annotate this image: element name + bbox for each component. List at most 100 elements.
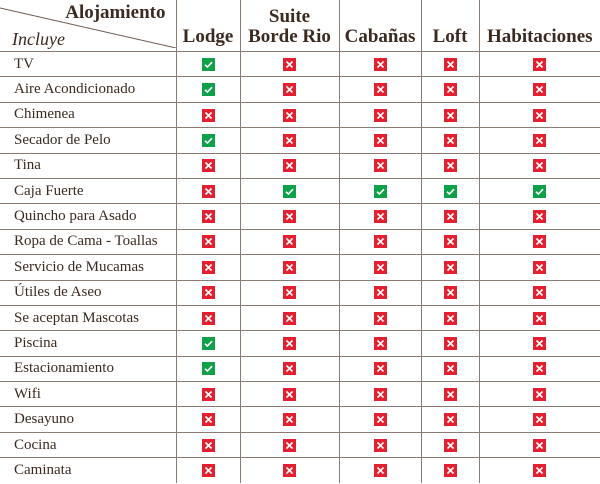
table-row: Caminata: [0, 457, 600, 483]
table-row: Tina: [0, 152, 600, 179]
table-row: Servicio de Mucamas: [0, 254, 600, 281]
availability-cell: [175, 457, 241, 483]
cross-icon: [201, 411, 215, 427]
cross-icon: [201, 183, 215, 199]
cross-icon: [283, 310, 296, 326]
availability-cell: [338, 330, 422, 357]
availability-cell: [478, 355, 600, 383]
availability-cell: [239, 457, 340, 483]
table-row: Útiles de Aseo: [0, 279, 600, 306]
amenity-label: Chimenea: [0, 101, 177, 129]
availability-cell: [478, 76, 600, 103]
cross-icon: [533, 411, 547, 427]
check-icon: [373, 183, 387, 199]
cross-icon: [443, 132, 457, 148]
availability-cell: [175, 279, 241, 306]
table-row: Secador de Pelo: [0, 127, 600, 154]
availability-cell: [420, 355, 480, 383]
amenity-label: Secador de Pelo: [0, 127, 177, 154]
accommodation-label: Alojamiento: [65, 2, 166, 23]
cross-icon: [201, 284, 215, 300]
cross-icon: [443, 284, 457, 300]
check-icon: [443, 183, 457, 199]
amenity-label: Tina: [0, 152, 177, 179]
cross-icon: [373, 208, 387, 224]
availability-cell: [478, 406, 600, 433]
availability-cell: [175, 228, 241, 256]
cross-icon: [283, 56, 296, 72]
cross-icon: [373, 56, 387, 72]
cross-icon: [443, 208, 457, 224]
cross-icon: [283, 81, 296, 97]
table-row: Quincho para Asado: [0, 203, 600, 230]
availability-cell: [338, 254, 422, 281]
availability-cell: [175, 431, 241, 459]
amenity-label: Wifi: [0, 381, 177, 408]
cross-icon: [373, 81, 387, 97]
availability-cell: [420, 203, 480, 230]
table-row: Caja Fuerte: [0, 177, 600, 205]
cross-icon: [373, 360, 387, 376]
availability-cell: [239, 279, 340, 306]
cross-icon: [533, 233, 547, 249]
availability-cell: [478, 101, 600, 129]
check-icon: [283, 183, 296, 199]
cross-icon: [283, 360, 296, 376]
availability-cell: [338, 457, 422, 483]
table-row: Chimenea: [0, 101, 600, 129]
check-icon: [201, 335, 215, 351]
availability-cell: [338, 406, 422, 433]
availability-cell: [338, 203, 422, 230]
table-row: Aire Acondicionado: [0, 76, 600, 103]
cross-icon: [373, 335, 387, 351]
cross-icon: [373, 106, 387, 122]
availability-cell: [478, 228, 600, 256]
availability-cell: [420, 330, 480, 357]
availability-cell: [478, 457, 600, 483]
table-row: Estacionamiento: [0, 355, 600, 383]
availability-cell: [478, 203, 600, 230]
availability-cell: [239, 152, 340, 179]
availability-cell: [338, 431, 422, 459]
corner-header: Alojamiento Incluye: [0, 0, 177, 52]
cross-icon: [533, 386, 547, 402]
availability-cell: [239, 330, 340, 357]
cross-icon: [283, 462, 296, 478]
cross-icon: [533, 335, 547, 351]
availability-cell: [239, 304, 340, 332]
availability-cell: [420, 76, 480, 103]
column-header-suite-borde-rio: Suite Borde Rio: [239, 0, 340, 52]
table-row: Wifi: [0, 381, 600, 408]
check-icon: [201, 360, 215, 376]
amenity-label: Estacionamiento: [0, 355, 177, 383]
availability-cell: [338, 355, 422, 383]
column-header-cabanas: Cabañas: [338, 0, 422, 52]
amenity-label: Caminata: [0, 457, 177, 483]
table-row: Piscina: [0, 330, 600, 357]
cross-icon: [201, 157, 215, 173]
availability-cell: [175, 101, 241, 129]
cross-icon: [443, 233, 457, 249]
table-row: Ropa de Cama - Toallas: [0, 228, 600, 256]
cross-icon: [283, 411, 296, 427]
availability-cell: [239, 127, 340, 154]
cross-icon: [283, 386, 296, 402]
availability-cell: [478, 152, 600, 179]
cross-icon: [443, 335, 457, 351]
availability-cell: [239, 50, 340, 78]
cross-icon: [443, 462, 457, 478]
availability-cell: [239, 228, 340, 256]
availability-cell: [175, 381, 241, 408]
cross-icon: [283, 106, 296, 122]
table-row: Desayuno: [0, 406, 600, 433]
availability-cell: [239, 355, 340, 383]
table-row: Se aceptan Mascotas: [0, 304, 600, 332]
cross-icon: [533, 360, 547, 376]
check-icon: [201, 132, 215, 148]
header-row: Alojamiento Incluye Lodge Suite Borde Ri…: [0, 0, 600, 52]
cross-icon: [201, 106, 215, 122]
availability-cell: [420, 254, 480, 281]
cross-icon: [283, 157, 296, 173]
availability-cell: [239, 406, 340, 433]
